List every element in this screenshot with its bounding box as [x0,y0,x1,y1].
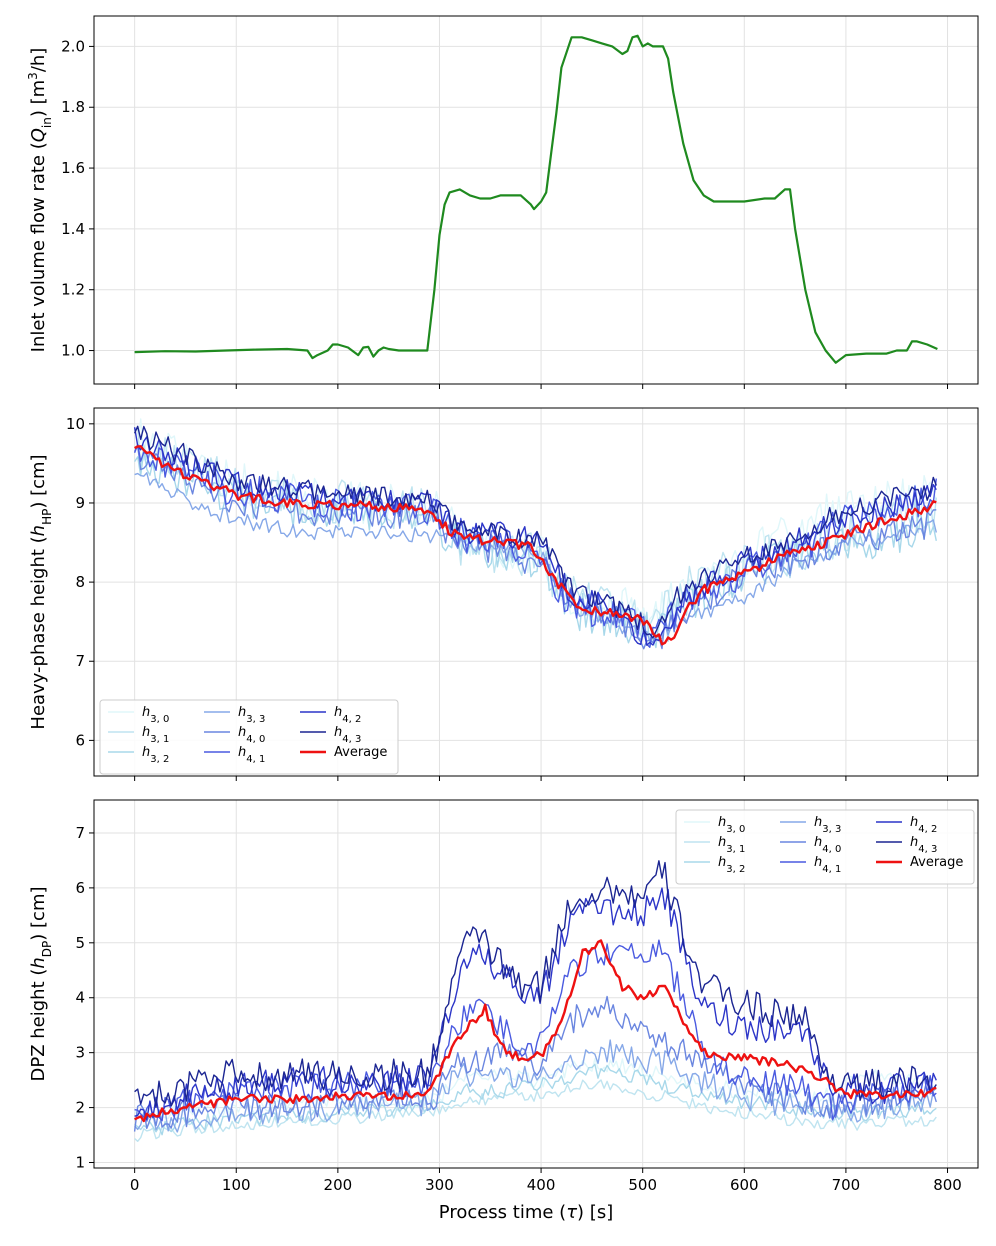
dpz-series-group [133,860,937,1142]
flow-rate-y-tick-label: 2.0 [61,37,85,55]
flow-rate-axis-labels: Inlet volume flow rate (Qin) [m3/h] [26,48,54,353]
dpz-legend-label: h3, 2 [718,855,745,875]
flow-rate-series-line-0 [134,34,938,364]
flow-rate-panel: 1.0 1.2 1.4 1.6 1.8 2.0 Inlet volume flow rat… [26,15,979,389]
heavy-phase-legend-label: h4, 1 [238,745,265,765]
heavy-phase-y-tick-label: 9 [75,494,85,512]
dpz-legend-label: h4, 0 [814,835,841,855]
dpz-legend-label: h3, 0 [718,815,745,835]
dpz-series-line-3 [134,1039,937,1133]
flow-rate-y-tick-label: 1.8 [61,98,85,116]
flow-rate-y-tick-label: 1.2 [61,281,85,299]
heavy-phase-legend-label: h3, 2 [142,745,169,765]
dpz-panel: 0 100 200 300 400 500 600 700 800 1 2 3 4 5 6 7 DPZ hei… [28,799,979,1223]
heavy-phase-legend-label: h3, 0 [142,705,169,725]
flow-rate-y-tick-label: 1.0 [61,342,85,360]
dpz-series-line-6 [134,887,937,1121]
heavy-phase-y-tick-label: 6 [75,731,85,749]
heavy-phase-y-tick-label: 7 [75,652,85,670]
dpz-legend-label: h4, 1 [814,855,841,875]
heavy-phase-y-axis-label: Heavy-phase height (hHP) [cm] [28,454,54,729]
dpz-plot-frame [93,799,979,1169]
dpz-y-axis-label: DPZ height (hDP) [cm] [28,886,54,1081]
flow-rate-y-axis-label: Inlet volume flow rate (Qin) [m3/h] [26,48,54,353]
dpz-legend-label: Average [910,855,963,870]
heavy-phase-legend-label: Average [334,745,387,760]
dpz-legend: h3, 0h3, 1h3, 2 h3, 3h4, 0h4, 1 h4, 2h4, 3… [675,809,975,885]
dpz-y-tick-label: 4 [75,989,85,1007]
dpz-x-tick-label: 200 [324,1176,353,1194]
dpz-y-tick-label: 3 [75,1044,85,1062]
heavy-phase-series-line-4 [133,445,937,650]
heavy-phase-ticks: 6 7 8 9 10 [66,415,949,781]
heavy-phase-series-line-2 [134,449,937,649]
flow-rate-ticks: 1.0 1.2 1.4 1.6 1.8 2.0 [61,37,949,389]
heavy-phase-series-group [133,418,937,650]
dpz-x-axis-label: Process time (τ) [s] [439,1202,613,1223]
heavy-phase-plot-frame [93,407,979,777]
dpz-series-line-4 [133,995,937,1132]
heavy-phase-legend-label: h3, 1 [142,725,169,745]
dpz-series-line-1 [134,1079,937,1142]
flow-rate-series-group [134,34,938,364]
heavy-phase-legend: h3, 0h3, 1h3, 2 h3, 3h4, 0h4, 1 h4, 2h4, 3… [99,699,399,775]
flow-rate-y-tick-label: 1.6 [61,159,85,177]
dpz-series-line-0 [134,1058,937,1120]
dpz-x-tick-label: 300 [425,1176,454,1194]
heavy-phase-series-line-8 [134,445,937,646]
dpz-legend-label: h4, 3 [910,835,937,855]
dpz-x-tick-label: 0 [130,1176,140,1194]
heavy-phase-y-tick-label: 10 [66,415,85,433]
flow-rate-plot-frame [93,15,979,385]
dpz-y-tick-label: 7 [75,824,85,842]
dpz-legend-label: h4, 2 [910,815,937,835]
dpz-legend-label: h3, 3 [814,815,841,835]
dpz-y-tick-label: 6 [75,879,85,897]
heavy-phase-series-line-7 [133,425,937,639]
heavy-phase-legend-box [99,699,399,775]
heavy-phase-y-tick-label: 8 [75,573,85,591]
dpz-legend-box [675,809,975,885]
dpz-x-tick-label: 700 [832,1176,861,1194]
dpz-x-tick-label: 500 [628,1176,657,1194]
heavy-phase-axis-labels: Heavy-phase height (hHP) [cm] [28,454,54,729]
heavy-phase-legend-label: h4, 0 [238,725,265,745]
heavy-phase-legend-label: h4, 2 [334,705,361,725]
heavy-phase-series-line-6 [133,427,937,646]
dpz-y-tick-label: 1 [75,1154,85,1172]
dpz-x-tick-label: 600 [730,1176,759,1194]
dpz-legend-label: h3, 1 [718,835,745,855]
dpz-y-tick-label: 2 [75,1099,85,1117]
flow-rate-y-tick-label: 1.4 [61,220,85,238]
heavy-phase-legend-label: h4, 3 [334,725,361,745]
dpz-series-line-8 [134,939,937,1123]
dpz-x-tick-label: 800 [933,1176,962,1194]
dpz-x-tick-label: 100 [222,1176,251,1194]
dpz-y-tick-label: 5 [75,934,85,952]
heavy-phase-panel: 6 7 8 9 10 Heavy-phase height (hHP) [cm] h3,… [28,407,979,781]
dpz-axis-labels: DPZ height (hDP) [cm] Process time (τ) [s… [28,886,613,1223]
heavy-phase-legend-label: h3, 3 [238,705,265,725]
dpz-series-line-7 [134,860,937,1109]
dpz-x-tick-label: 400 [527,1176,556,1194]
dpz-ticks: 0 100 200 300 400 500 600 700 800 1 2 3 4 5 6 7 [75,824,961,1194]
flow-rate-grid [94,16,978,384]
